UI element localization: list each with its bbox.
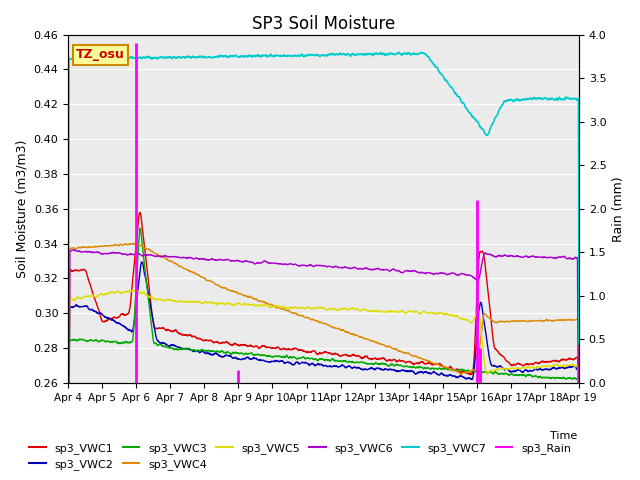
- Text: Time: Time: [550, 431, 577, 441]
- Text: TZ_osu: TZ_osu: [76, 48, 125, 61]
- Legend: sp3_VWC1, sp3_VWC2, sp3_VWC3, sp3_VWC4, sp3_VWC5, sp3_VWC6, sp3_VWC7, sp3_Rain: sp3_VWC1, sp3_VWC2, sp3_VWC3, sp3_VWC4, …: [25, 438, 575, 474]
- Y-axis label: Soil Moisture (m3/m3): Soil Moisture (m3/m3): [15, 140, 28, 278]
- Y-axis label: Rain (mm): Rain (mm): [612, 176, 625, 241]
- Title: SP3 Soil Moisture: SP3 Soil Moisture: [252, 15, 395, 33]
